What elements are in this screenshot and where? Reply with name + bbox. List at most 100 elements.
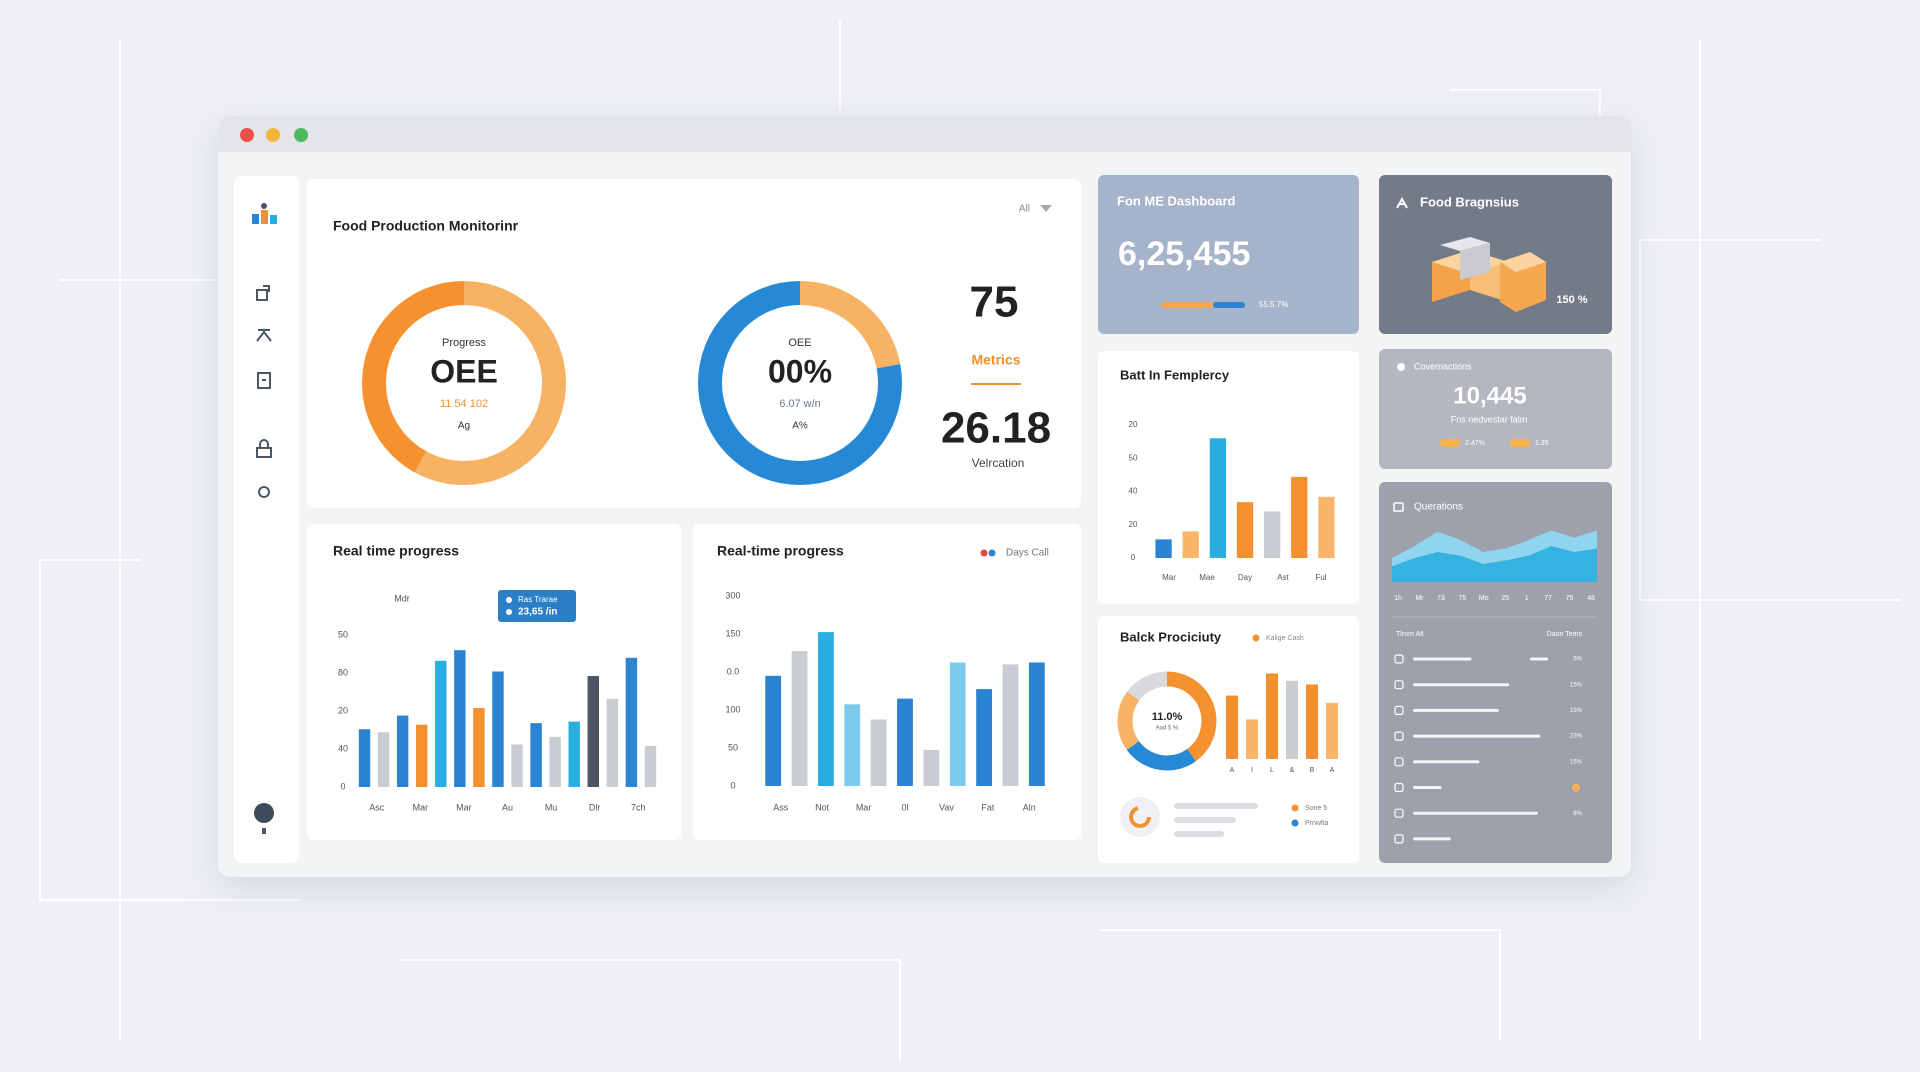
close-button[interactable] — [240, 128, 254, 142]
row-icon — [1394, 782, 1404, 793]
box — [1500, 252, 1546, 272]
bar — [1155, 539, 1172, 558]
mini-donut-bg — [1120, 797, 1160, 837]
bar — [1028, 662, 1045, 786]
card-icon — [1397, 363, 1405, 371]
gauge-value: 00% — [768, 353, 832, 389]
maximize-button[interactable] — [294, 128, 308, 142]
x-tick-label: I — [1251, 767, 1253, 774]
placeholder-line — [1174, 803, 1258, 809]
row-value: 15% — [1570, 708, 1583, 714]
tooltip-name: Ras Trarae — [518, 595, 558, 604]
bar — [870, 719, 887, 786]
row-bar — [1413, 708, 1499, 712]
card-title: Batt In Femplercy — [1120, 367, 1230, 382]
x-tick-label: Mae — [1199, 573, 1215, 582]
y-tick-label: 0 — [340, 781, 345, 791]
filter-dropdown[interactable] — [1040, 205, 1052, 212]
y-tick-label: 40 — [1129, 487, 1138, 496]
bar — [644, 745, 657, 787]
tooltip-value: 23,65 /in — [518, 607, 557, 618]
gauge-footer: Ag — [458, 421, 470, 432]
bar — [568, 721, 580, 787]
row-icon — [1394, 757, 1404, 767]
brand-icon — [1396, 196, 1408, 209]
legend-label: Kalige Cash — [1266, 635, 1304, 642]
tooltip — [498, 590, 576, 622]
card-title: Food Production Monitorinr — [333, 218, 519, 234]
bar — [897, 698, 913, 786]
progress-segment — [1161, 302, 1214, 308]
area — [1392, 546, 1597, 582]
y-tick-label: 50 — [728, 742, 738, 752]
title-bar — [218, 116, 1631, 152]
x-tick-label: 75 — [1566, 595, 1574, 602]
gauge-value: OEE — [430, 353, 498, 389]
avatar[interactable] — [254, 803, 274, 823]
row-icon — [1394, 705, 1404, 716]
card-title: Querations — [1414, 502, 1463, 513]
nav-icon[interactable] — [257, 372, 271, 389]
x-tick-label: 77 — [1544, 595, 1552, 602]
box — [1440, 237, 1490, 251]
metric-label: Metrics — [971, 352, 1020, 368]
x-tick-label: 48 — [1587, 595, 1595, 602]
boxes-illustration — [1432, 237, 1546, 312]
x-tick-label: Not — [815, 802, 830, 812]
bar — [1286, 680, 1298, 759]
pill-label: 2.47% — [1465, 440, 1485, 447]
pill-label: 1.35 — [1535, 440, 1549, 447]
bar — [976, 689, 992, 786]
conversions-value: 10,445 — [1453, 382, 1526, 409]
legend-label: Prnwlta — [1305, 820, 1328, 827]
legend-dot — [1252, 634, 1260, 642]
gauge-detail: 6.07 w/n — [779, 398, 821, 410]
y-tick-label: 50 — [338, 629, 348, 639]
pill — [1440, 439, 1460, 447]
bar — [377, 732, 390, 787]
legend-dot — [980, 549, 988, 557]
legend-label: Sone 5 — [1305, 805, 1327, 812]
tooltip-dot — [506, 597, 512, 603]
row-bar — [1413, 657, 1472, 661]
x-tick-label: Au — [502, 802, 513, 812]
bar — [1326, 702, 1338, 759]
row-value: 15% — [1570, 759, 1583, 765]
minimize-button[interactable] — [266, 128, 280, 142]
card-icon — [1393, 502, 1404, 512]
gauge-label: OEE — [788, 337, 811, 349]
bar — [549, 736, 561, 787]
bar — [473, 707, 485, 787]
row-bar — [1413, 837, 1451, 841]
row-icon — [1394, 808, 1404, 818]
nav-icon[interactable] — [256, 329, 272, 342]
donut-segment — [1117, 671, 1217, 771]
x-tick-label: Vav — [939, 802, 954, 812]
row-value: 15% — [1570, 682, 1583, 688]
bar — [530, 723, 542, 787]
bar — [1246, 719, 1258, 759]
pill — [1510, 439, 1530, 447]
y-tick-label: 300 — [725, 590, 740, 600]
x-tick-label: Mar — [856, 802, 872, 812]
bar — [1002, 664, 1019, 786]
bar — [587, 676, 599, 787]
row-value: 23% — [1570, 734, 1583, 740]
nav-icon[interactable] — [256, 439, 272, 458]
bar — [1226, 695, 1238, 759]
x-tick-label: Mu — [545, 802, 558, 812]
row-bar — [1413, 811, 1538, 815]
settings-icon[interactable] — [258, 486, 270, 498]
placeholder-line — [1174, 817, 1236, 823]
card-title: Food Bragnsius — [1420, 194, 1519, 209]
bar — [765, 675, 782, 786]
bar — [435, 660, 447, 787]
row-value: 5% — [1573, 657, 1582, 663]
bar — [1236, 502, 1254, 558]
row-bar — [1413, 786, 1442, 789]
nav-icon[interactable] — [256, 285, 270, 301]
bar — [492, 671, 504, 787]
donut-value: 11.0% — [1152, 711, 1183, 723]
card-title: Covernactions — [1414, 361, 1472, 371]
bar — [1264, 511, 1281, 558]
